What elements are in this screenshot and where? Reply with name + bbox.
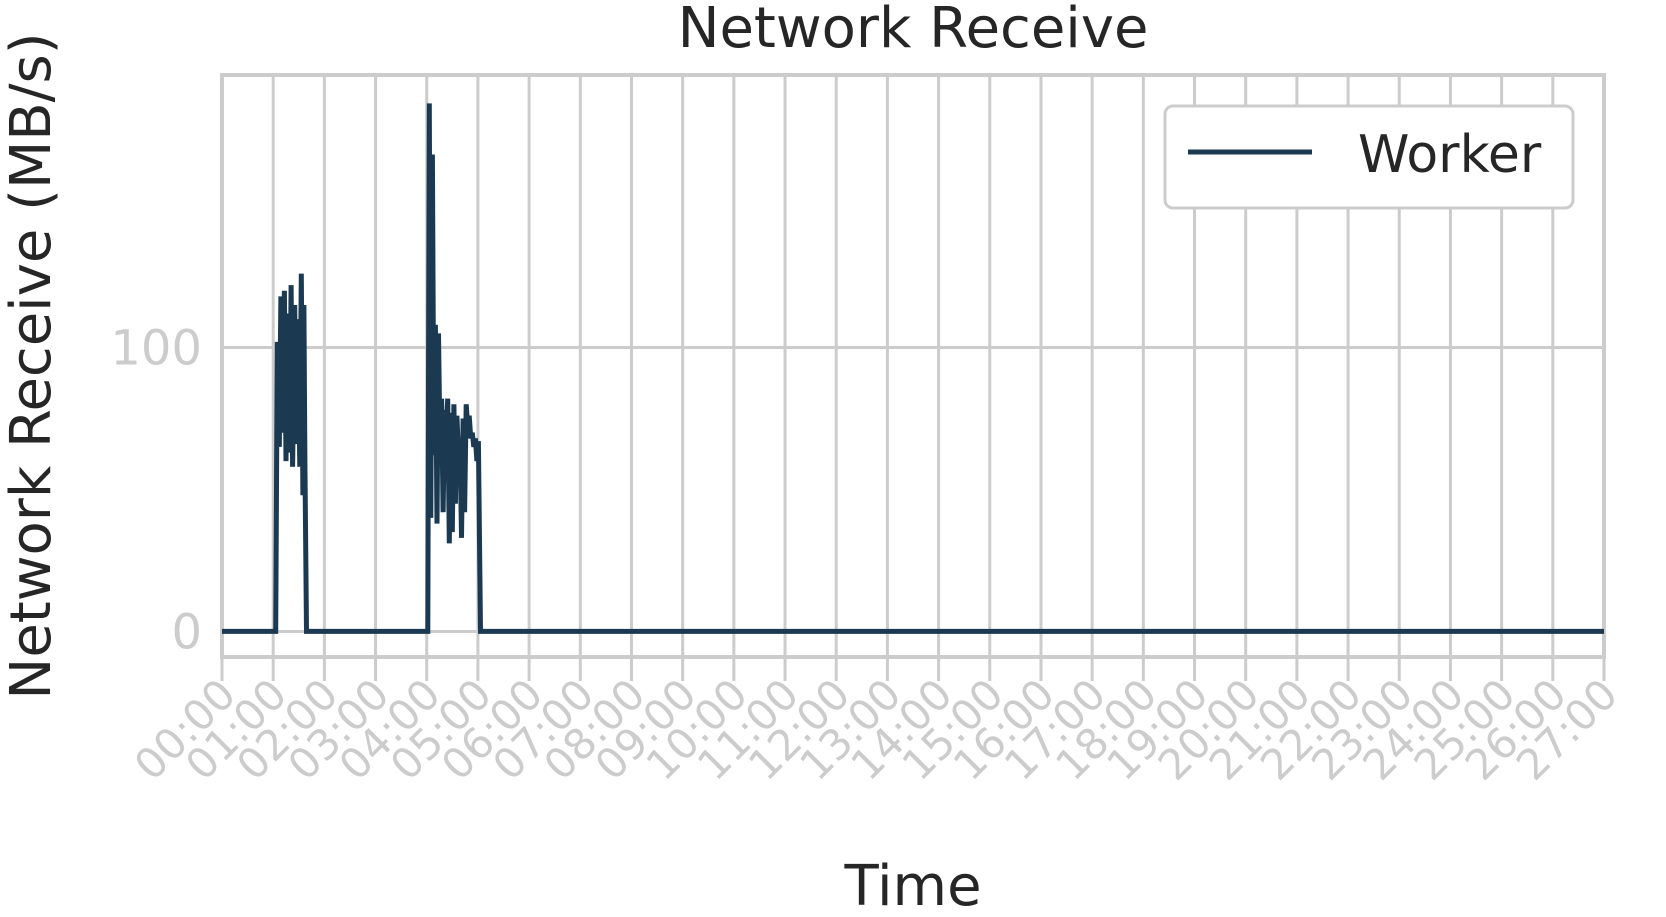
x-axis-ticks: 00:0001:0002:0003:0004:0005:0006:0007:00… <box>125 657 1627 790</box>
plot-area-frame <box>220 73 1606 659</box>
legend: Worker <box>1163 104 1575 210</box>
chart-title: Network Receive <box>678 0 1149 61</box>
legend-box <box>1163 104 1575 210</box>
series-line-worker <box>222 103 1604 634</box>
y-axis-ticks: 0 100 <box>110 321 202 661</box>
legend-label-worker: Worker <box>1358 125 1542 185</box>
y-axis-label: Network Receive (MB/s) <box>0 32 64 699</box>
y-tick-label: 0 <box>171 604 202 660</box>
x-axis-label: Time <box>843 854 981 917</box>
y-tick-label: 100 <box>110 321 202 377</box>
